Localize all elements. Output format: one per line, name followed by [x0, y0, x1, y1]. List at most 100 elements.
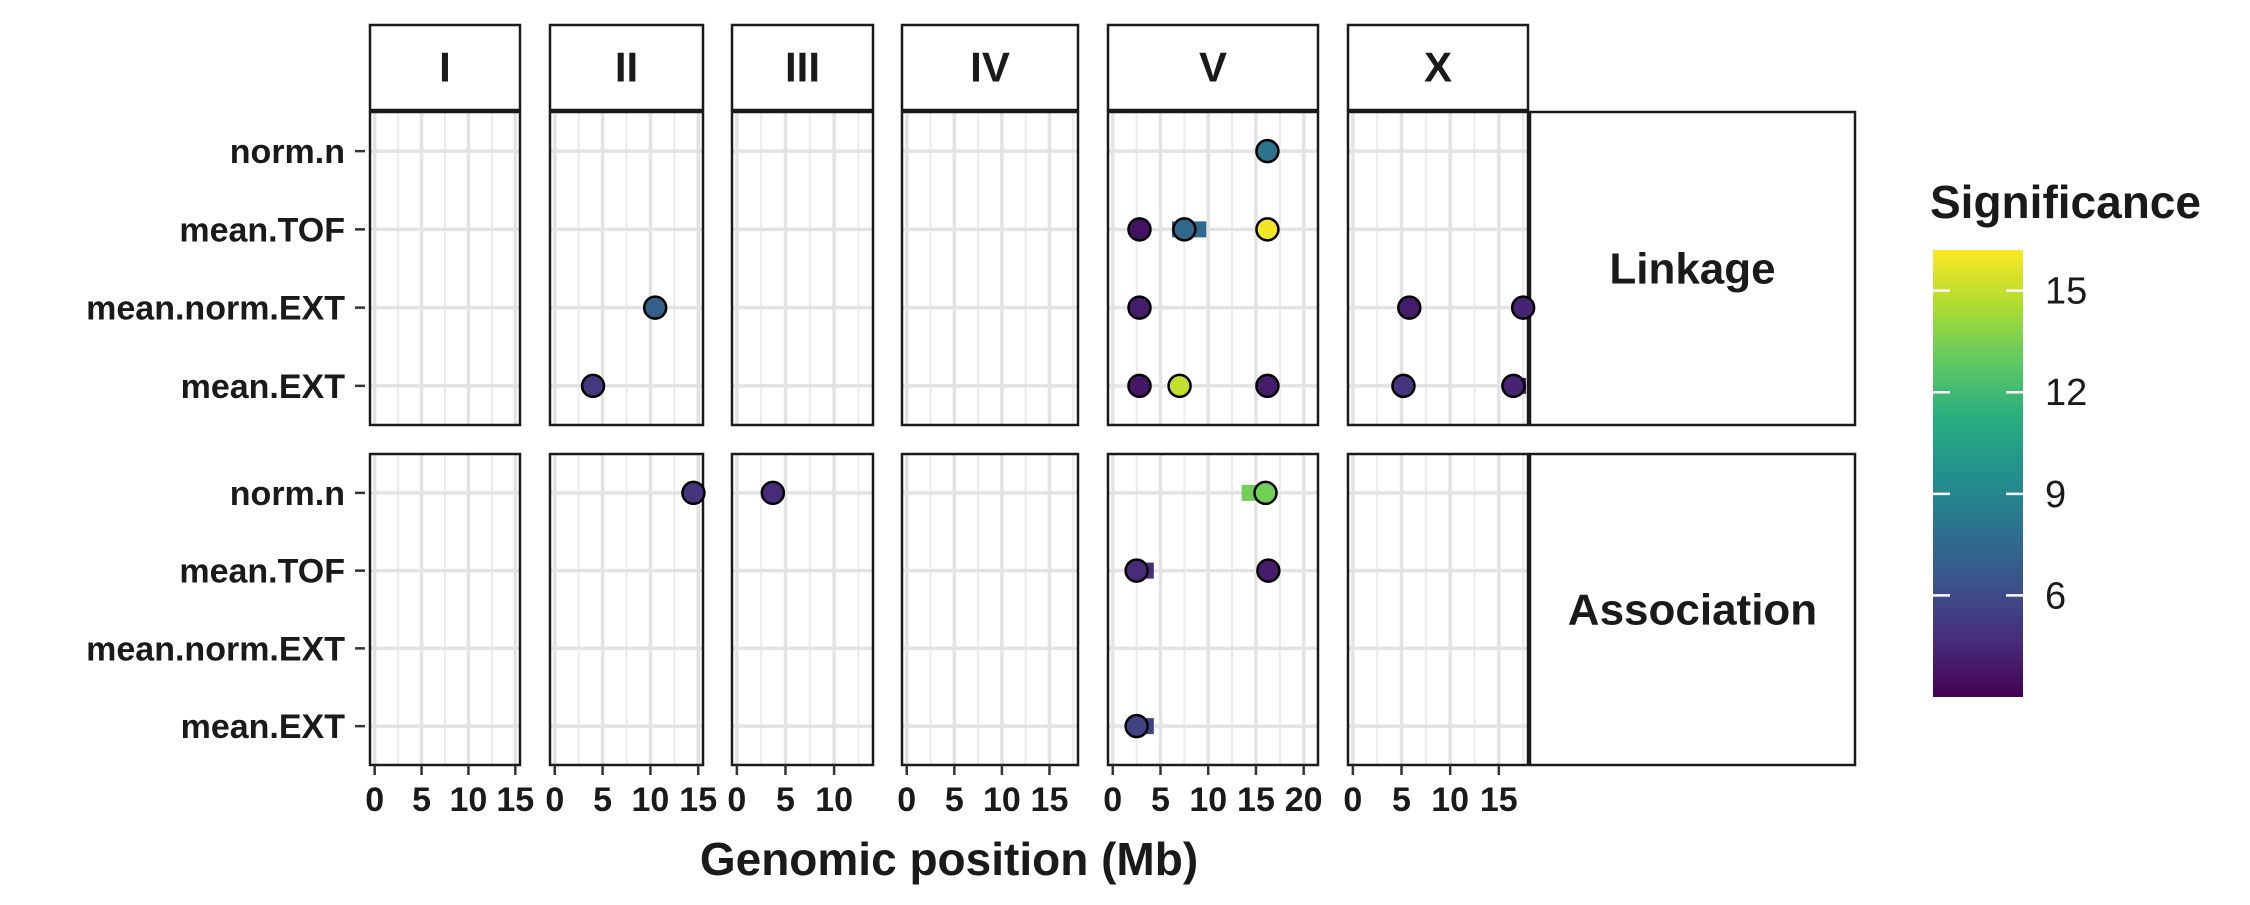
panel-linkage-i — [368, 110, 522, 427]
qtl-point-v-mean-EXT — [1127, 373, 1152, 399]
qtl-point-v-mean-EXT — [1124, 713, 1154, 739]
qtl-point-marker — [1391, 373, 1416, 399]
panel-association-iv — [900, 452, 1080, 767]
panel-border — [368, 452, 522, 767]
column-strip-box — [548, 23, 705, 112]
x-tick-label: 5 — [1151, 781, 1170, 819]
legend-tick-label: 15 — [2045, 271, 2087, 313]
panel-linkage-ii — [548, 110, 705, 427]
column-strip-label: II — [615, 44, 638, 91]
qtl-point-marker — [1167, 373, 1192, 399]
column-strip-x: X — [1346, 23, 1530, 112]
panel-border — [548, 452, 705, 767]
panel-linkage-iv — [900, 110, 1080, 427]
qtl-point-marker — [1397, 295, 1422, 320]
panel-border — [1106, 110, 1320, 427]
qtl-point-v-norm-n — [1255, 138, 1280, 164]
qtl-point-marker — [1124, 558, 1149, 583]
x-tick-label: 0 — [545, 781, 564, 819]
x-tick-label: 15 — [1031, 781, 1069, 819]
qtl-point-v-mean-TOF — [1171, 217, 1207, 242]
legend-title: Significance — [1930, 176, 2201, 228]
qtl-point-marker — [1256, 558, 1281, 583]
qtl-point-v-mean-TOF — [1127, 217, 1152, 242]
panel-association-v — [1106, 452, 1320, 767]
row-strip-box — [1528, 452, 1857, 767]
column-strip-label: X — [1424, 44, 1452, 91]
qtl-point-v-mean-EXT — [1167, 373, 1192, 399]
x-tick-label: 15 — [679, 781, 717, 819]
panel-association-ii — [548, 452, 705, 767]
x-tick-label: 5 — [412, 781, 431, 819]
qtl-point-v-mean-EXT — [1255, 373, 1280, 399]
y-tick-label: norm.n — [230, 475, 345, 513]
panel-border — [1346, 452, 1530, 767]
x-tick-label: 10 — [815, 781, 853, 819]
panel-border — [900, 452, 1080, 767]
y-tick-label: mean.EXT — [181, 708, 346, 746]
qtl-point-marker — [580, 373, 606, 399]
column-strip-box — [1106, 23, 1320, 112]
panel-background — [1348, 454, 1528, 765]
panel-background — [1108, 454, 1318, 765]
x-tick-label: 0 — [897, 781, 916, 819]
x-tick-label: 20 — [1285, 781, 1323, 819]
column-strip-iv: IV — [900, 23, 1080, 112]
qtl-point-marker — [1255, 373, 1280, 399]
row-strip-linkage: Linkage — [1528, 110, 1857, 427]
column-strip-box — [730, 23, 875, 112]
qtl-point-v-norm-n — [1241, 480, 1278, 506]
qtl-point-x-mean-EXT — [1391, 373, 1416, 399]
qtl-point-x-mean-EXT — [1501, 373, 1527, 399]
qtl-point-marker — [1127, 373, 1152, 399]
panel-association-x — [1346, 452, 1530, 767]
panel-linkage-v — [1106, 110, 1320, 427]
x-tick-label: 0 — [365, 781, 384, 819]
qtl-point-x-mean-norm-EXT — [1397, 295, 1422, 320]
column-strip-box — [368, 23, 522, 112]
panel-association-i — [368, 452, 522, 767]
x-tick-label: 0 — [727, 781, 746, 819]
row-strip-label: Association — [1568, 586, 1817, 635]
x-tick-label: 10 — [1189, 781, 1227, 819]
qtl-point-marker — [1253, 480, 1278, 506]
column-strip-ii: II — [548, 23, 705, 112]
y-tick-label: mean.norm.EXT — [86, 290, 345, 328]
panel-association-iii — [730, 452, 875, 767]
x-tick-label: 5 — [776, 781, 795, 819]
qtl-point-ii-norm-n — [681, 480, 706, 506]
column-strip-box — [900, 23, 1080, 112]
row-strip-association: Association — [1528, 452, 1857, 767]
panel-border — [1346, 110, 1530, 427]
legend: Significance 6 9 12 15 — [1930, 176, 2201, 697]
qtl-point-v-mean-TOF — [1256, 558, 1281, 583]
x-tick-label: 15 — [1237, 781, 1275, 819]
row-strip-label: Linkage — [1609, 245, 1775, 294]
x-tick-label: 0 — [1343, 781, 1362, 819]
legend-tick-label: 6 — [2045, 575, 2066, 617]
qtl-point-marker — [1124, 713, 1149, 739]
y-tick-label: mean.EXT — [181, 368, 346, 406]
panel-background — [1348, 112, 1528, 425]
panel-border — [730, 110, 875, 427]
panel-border — [548, 110, 705, 427]
panel-background — [1108, 112, 1318, 425]
qtl-point-v-mean-norm-EXT — [1127, 295, 1152, 320]
x-tick-label: 10 — [1431, 781, 1469, 819]
panel-linkage-iii — [730, 110, 875, 427]
column-strip-i: I — [368, 23, 522, 112]
qtl-point-marker — [681, 480, 706, 506]
x-tick-label: 10 — [983, 781, 1021, 819]
panel-border — [1106, 452, 1320, 767]
legend-tick-label: 12 — [2045, 372, 2087, 414]
qtl-point-v-mean-TOF — [1255, 217, 1280, 242]
panel-linkage-x — [1346, 110, 1530, 427]
row-strip-box — [1528, 110, 1857, 427]
legend-tick-label: 9 — [2045, 474, 2066, 516]
qtl-point-marker — [760, 480, 786, 506]
qtl-point-x-mean-norm-EXT — [1510, 295, 1536, 320]
x-tick-label: 5 — [945, 781, 964, 819]
x-tick-label: 5 — [1392, 781, 1411, 819]
